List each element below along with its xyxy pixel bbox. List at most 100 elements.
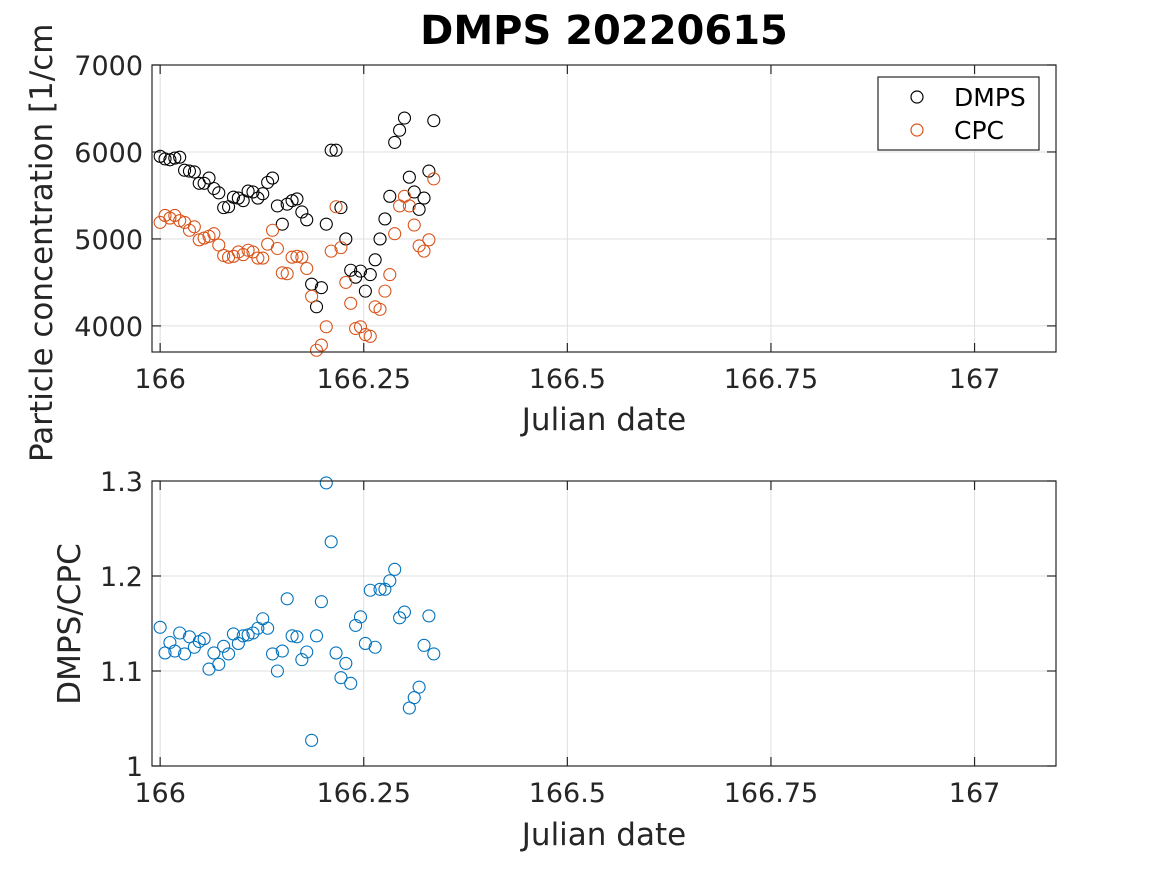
data-point-cpc (329, 200, 343, 214)
data-point-dmps (168, 151, 182, 165)
data-point-cpc (187, 220, 201, 234)
data-point-series (417, 638, 431, 652)
data-point-series (314, 595, 328, 609)
data-point-cpc (270, 241, 284, 256)
data-point-dmps (290, 192, 304, 206)
data-point-series (236, 629, 250, 643)
data-point-dmps (182, 164, 197, 178)
data-point-series (388, 562, 402, 576)
data-point-cpc (388, 227, 402, 241)
data-point-cpc (324, 244, 338, 258)
data-point-series (197, 632, 211, 646)
data-point-series (178, 647, 192, 661)
data-point-dmps (397, 111, 412, 125)
data-point-dmps (270, 199, 284, 213)
data-point-cpc (226, 249, 240, 263)
data-point-dmps (217, 201, 231, 215)
legend-marker-dmps (910, 90, 924, 104)
x-axis-label: Julian date (520, 817, 686, 853)
data-point-cpc (339, 275, 353, 289)
legend-box (877, 76, 1040, 151)
x-tick-label: 167 (949, 364, 1001, 395)
data-point-dmps (173, 150, 187, 164)
data-point-dmps (378, 212, 392, 226)
data-point-dmps (241, 184, 255, 198)
data-point-dmps (324, 143, 338, 157)
data-point-cpc (407, 218, 421, 232)
data-point-series (407, 691, 421, 705)
data-point-cpc (319, 320, 333, 334)
data-point-series (275, 644, 289, 658)
legend-label-cpc: CPC (954, 116, 1004, 145)
data-point-cpc (402, 199, 416, 213)
data-point-cpc (353, 320, 368, 334)
data-point-cpc (256, 251, 270, 265)
data-point-cpc (207, 227, 221, 241)
ratio-axes: 166 166.25 166.5 166.75 167 1 1.1 1.2 1.3 Julian… (52, 467, 1057, 853)
data-point-dmps (427, 114, 441, 128)
data-point-series (173, 626, 187, 640)
data-point-dmps (309, 300, 324, 314)
data-point-series (270, 664, 284, 678)
data-point-series (402, 701, 416, 715)
data-point-dmps (319, 217, 333, 231)
x-tick-label: 166.75 (724, 364, 818, 395)
axes-frame (151, 480, 1057, 767)
data-point-series (261, 621, 275, 635)
data-point-series (319, 476, 333, 490)
data-point-series (383, 574, 397, 588)
data-point-series (422, 609, 436, 623)
y-axis-label: Particle concentration [1/cm (24, 24, 60, 462)
y-tick-label: 6000 (74, 138, 143, 169)
data-point-series (217, 639, 231, 653)
data-point-series (339, 656, 353, 670)
data-point-cpc (285, 250, 299, 264)
data-point-dmps (178, 163, 192, 177)
data-point-cpc (309, 343, 324, 357)
data-point-series (427, 647, 441, 661)
data-point-series (373, 582, 387, 596)
concentration-axes: 166 166.25 166.5 166.75 1674000500060007000 … (24, 8, 1057, 462)
data-point-series (397, 605, 412, 619)
data-point-cpc (383, 268, 397, 282)
data-point-dmps (256, 187, 270, 201)
data-point-series (324, 535, 338, 549)
data-point-series (280, 592, 294, 606)
y-tick-label: 1.1 (100, 657, 143, 688)
y-axis-label: DMPS/CPC (52, 543, 88, 704)
data-point-dmps (334, 201, 348, 215)
x-axis-label: Julian date (520, 402, 686, 438)
data-point-dmps (226, 190, 240, 204)
data-point-dmps (388, 135, 402, 149)
x-tick-label: 166.75 (724, 778, 818, 809)
data-point-cpc (275, 266, 289, 280)
data-point-series (334, 671, 348, 685)
data-point-series (207, 646, 221, 660)
data-point-dmps (187, 165, 201, 179)
data-point-dmps (329, 143, 343, 157)
x-tick-label: 166 (134, 778, 186, 809)
data-point-dmps (344, 263, 358, 277)
data-point-cpc (412, 239, 426, 253)
data-point-series (344, 676, 358, 690)
data-point-dmps (412, 202, 426, 216)
data-point-series (153, 620, 167, 634)
legend-label-dmps: DMPS (954, 83, 1026, 112)
data-point-dmps (393, 123, 407, 137)
data-point-dmps (275, 217, 289, 231)
data-point-dmps (202, 171, 216, 185)
data-point-cpc (305, 289, 319, 303)
data-point-series (363, 583, 377, 597)
y-tick-label: 1.3 (100, 467, 143, 498)
plot-area (152, 481, 1056, 766)
data-point-series (212, 657, 226, 671)
data-point-cpc (300, 261, 314, 276)
x-tick-label: 166.25 (317, 778, 411, 809)
data-point-series (222, 647, 236, 661)
data-point-dmps (358, 284, 372, 298)
data-point-series (412, 680, 426, 694)
data-point-series (358, 636, 372, 651)
data-point-dmps (261, 175, 275, 189)
data-point-series (158, 646, 172, 660)
